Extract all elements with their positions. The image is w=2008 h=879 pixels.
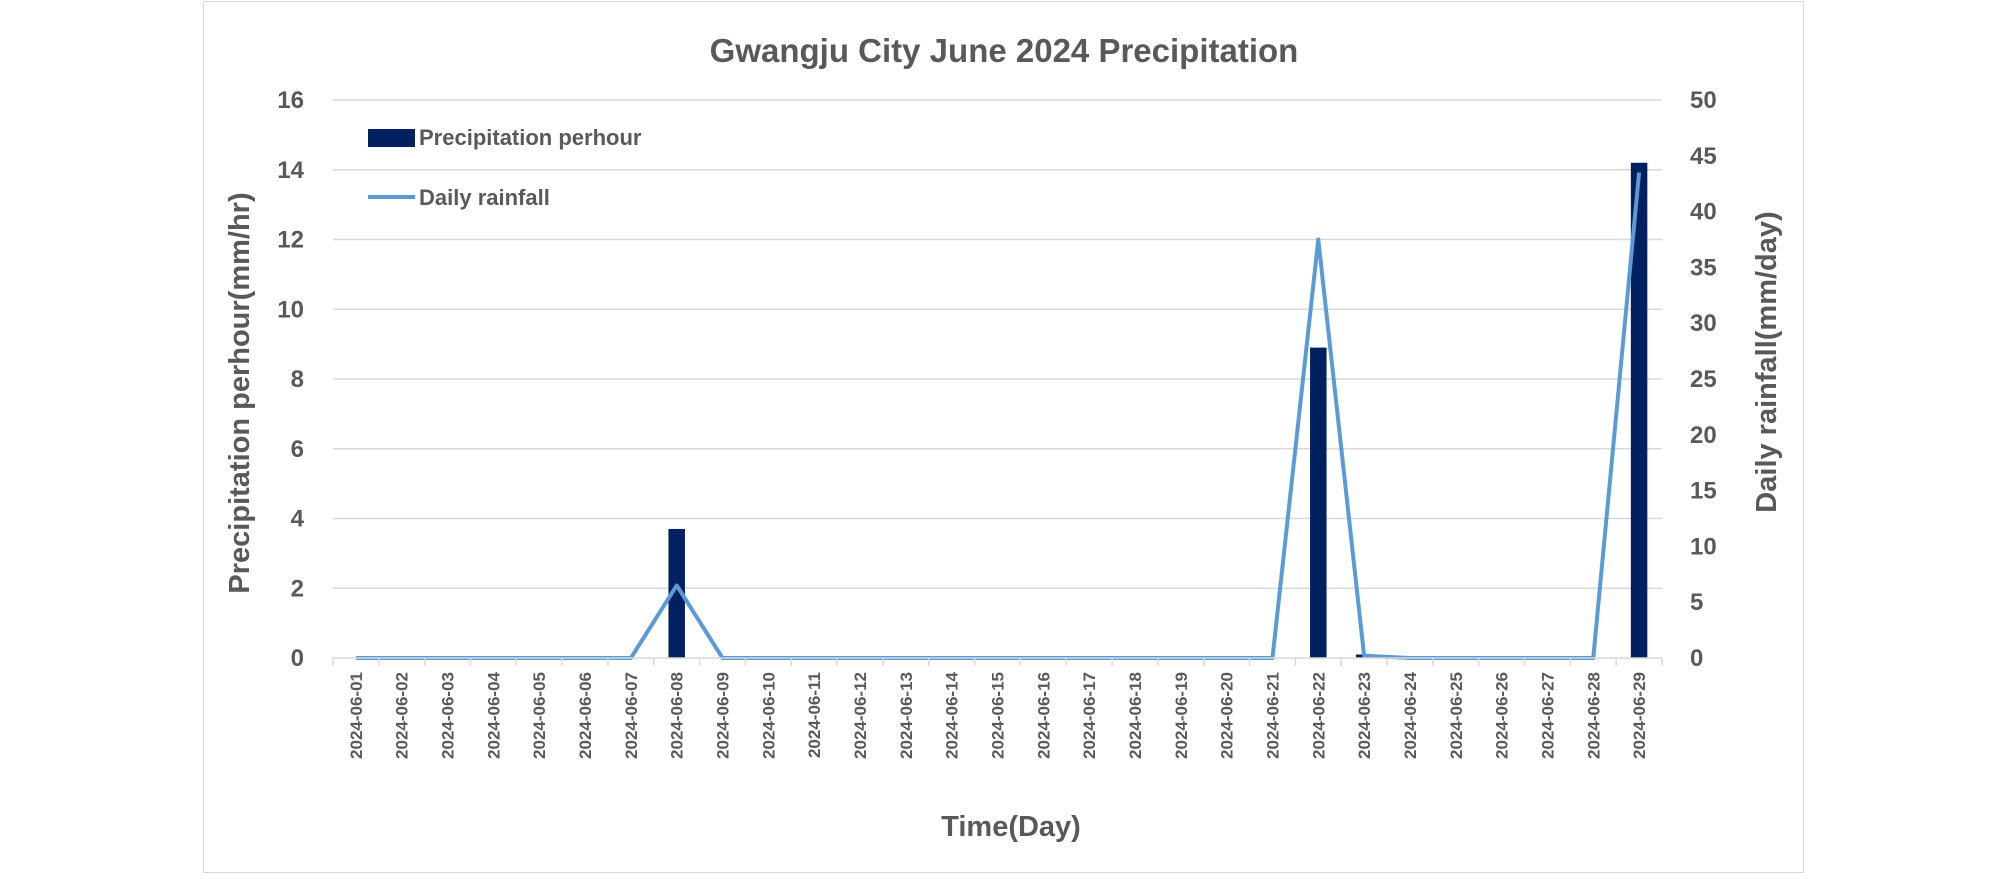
chart-frame xyxy=(203,1,1804,873)
x-tick-label: 2024-06-22 xyxy=(1309,672,1328,759)
x-tick-label: 2024-06-14 xyxy=(943,671,962,759)
x-tick-label: 2024-06-23 xyxy=(1355,672,1374,759)
bar xyxy=(1630,162,1648,658)
y-left-tick-label: 14 xyxy=(277,157,304,184)
y-right-tick-label: 40 xyxy=(1690,199,1717,226)
x-tick-label: 2024-06-05 xyxy=(530,672,549,759)
legend: Precipitation perhour Daily rainfall xyxy=(368,125,642,210)
x-tick-label: 2024-06-17 xyxy=(1080,672,1099,759)
line-series xyxy=(355,172,1642,660)
bar xyxy=(668,528,685,658)
y-left-tick-label: 0 xyxy=(291,645,304,672)
x-tick-label: 2024-06-10 xyxy=(759,672,778,759)
y-right-tick-label: 45 xyxy=(1690,143,1717,170)
legend-label-bar: Precipitation perhour xyxy=(419,125,642,150)
x-tick-label: 2024-06-27 xyxy=(1538,672,1557,759)
x-axis-label: Time(Day) xyxy=(941,811,1081,843)
y-axis-left-label: Precipitation perhour(mm/hr) xyxy=(224,192,256,593)
axes: 0 2 4 6 8 10 12 14 16 0 5 10 15 20 25 30 35 40 45 50 2024-06… xyxy=(277,87,1716,759)
x-tick-label: 2024-06-20 xyxy=(1218,672,1237,759)
gridlines xyxy=(333,99,1662,589)
x-tick-label: 2024-06-21 xyxy=(1263,672,1282,759)
legend-swatch-bar xyxy=(368,129,415,147)
y-right-tick-label: 10 xyxy=(1690,533,1717,560)
x-tick-label: 2024-06-24 xyxy=(1401,671,1420,759)
x-tick-label: 2024-06-25 xyxy=(1447,672,1466,759)
x-tick-label: 2024-06-03 xyxy=(439,672,458,759)
y-left-tick-label: 4 xyxy=(291,506,305,533)
x-tick-label: 2024-06-08 xyxy=(668,672,687,759)
y-left-tick-label: 8 xyxy=(291,366,304,393)
chart-title: Gwangju City June 2024 Precipitation xyxy=(710,32,1299,69)
x-tick-label: 2024-06-13 xyxy=(897,672,916,759)
x-tick-label: 2024-06-19 xyxy=(1172,672,1191,759)
y-right-tick-label: 15 xyxy=(1690,478,1717,505)
y-right-tick-label: 5 xyxy=(1690,589,1703,616)
x-tick-label: 2024-06-18 xyxy=(1126,672,1145,759)
y-left-tick-label: 12 xyxy=(277,227,304,254)
x-tick-label: 2024-06-29 xyxy=(1630,672,1649,759)
y-left-tick-label: 6 xyxy=(291,436,304,463)
x-tick-label: 2024-06-28 xyxy=(1584,672,1603,759)
y-right-tick-label: 25 xyxy=(1690,366,1717,393)
y-right-tick-label: 0 xyxy=(1690,645,1703,672)
legend-label-line: Daily rainfall xyxy=(419,185,550,210)
y-right-tick-label: 20 xyxy=(1690,422,1717,449)
x-tick-label: 2024-06-04 xyxy=(484,671,503,759)
x-tick-label: 2024-06-07 xyxy=(622,672,641,759)
x-tick-label: 2024-06-12 xyxy=(851,672,870,759)
daily-rainfall-line xyxy=(355,172,1642,660)
y-left-tick-label: 2 xyxy=(291,575,304,602)
x-tick-label: 2024-06-02 xyxy=(393,672,412,759)
bar-series xyxy=(668,162,1648,658)
y-left-tick-label: 16 xyxy=(277,87,304,114)
y-right-tick-label: 30 xyxy=(1690,310,1717,337)
x-tick-label: 2024-06-11 xyxy=(805,672,824,758)
x-tick-label: 2024-06-16 xyxy=(1034,672,1053,759)
bar xyxy=(1310,347,1327,658)
y-right-tick-label: 50 xyxy=(1690,87,1717,114)
y-axis-right-label: Daily rainfall(mm/day) xyxy=(1751,211,1783,512)
x-tick-label: 2024-06-01 xyxy=(347,672,366,759)
x-tick-label: 2024-06-15 xyxy=(989,672,1008,759)
x-tick-label: 2024-06-26 xyxy=(1493,672,1512,759)
x-tick-label: 2024-06-09 xyxy=(714,672,733,759)
y-left-tick-label: 10 xyxy=(277,296,304,323)
x-tick-label: 2024-06-06 xyxy=(576,672,595,759)
y-right-tick-label: 35 xyxy=(1690,254,1717,281)
